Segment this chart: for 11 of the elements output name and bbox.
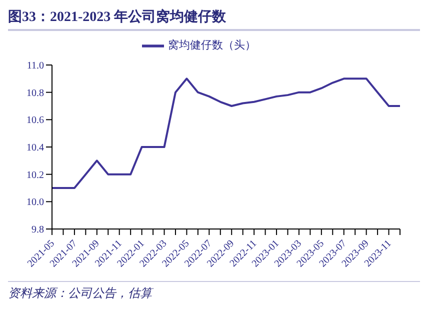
chart-title: 图33：2021-2023 年公司窝均健仔数 [8, 8, 420, 31]
y-tick-label: 9.8 [32, 224, 44, 236]
y-tick-label: 11.0 [26, 60, 44, 72]
y-tick-label: 10.8 [26, 88, 44, 99]
y-tick-label: 10.4 [26, 142, 44, 154]
y-tick-label: 10.2 [26, 170, 44, 181]
y-tick-label: 10.6 [26, 115, 44, 126]
legend-label: 窝均健仔数（头） [168, 40, 256, 52]
line-series [51, 78, 401, 189]
text: 资料来源：公司公告，估算 [8, 285, 154, 302]
y-tick-label: 10.0 [26, 197, 44, 208]
